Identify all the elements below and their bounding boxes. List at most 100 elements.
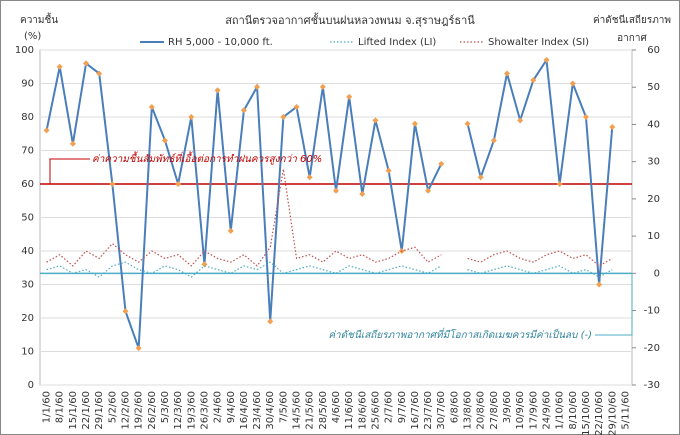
annotation: ค่าความชื้นสัมพัทธ์ที่เอื้อต่อการทำฝนควร… [92, 151, 322, 165]
y-tick-label: 30 [21, 280, 34, 291]
marker [214, 87, 221, 94]
marker [517, 117, 524, 124]
marker [83, 60, 90, 67]
x-tick-label: 26/2/60 [147, 391, 158, 430]
marker [359, 191, 366, 198]
y-tick-label: 90 [21, 79, 34, 90]
marker [96, 70, 103, 77]
marker [56, 63, 63, 70]
marker [464, 120, 471, 127]
marker [267, 318, 274, 325]
marker [543, 57, 550, 64]
x-tick-label: 16/7/60 [410, 391, 421, 430]
x-tick-label: 22/10/60 [594, 391, 605, 435]
y-tick-label: 20 [21, 313, 34, 324]
annotation: ค่าดัชนีเสถียรภาพอากาศที่มีโอกาสเกิดเมฆค… [328, 327, 592, 341]
marker [411, 120, 418, 127]
y-tick-label: 60 [21, 179, 34, 190]
x-tick-label: 8/1/60 [55, 391, 66, 423]
x-tick-label: 21/5/60 [305, 391, 316, 430]
x-tick-label: 15/1/60 [68, 391, 79, 430]
x-tick-label: 5/2/60 [107, 391, 118, 423]
y2-tick-label: -30 [644, 380, 660, 391]
annotation-arrow [49, 158, 90, 184]
y-tick-label: 10 [21, 347, 34, 358]
x-tick-label: 4/6/60 [331, 391, 342, 423]
marker [346, 93, 353, 100]
chart-title: สถานีตรวจอากาศชั้นบนฝนหลวงพนม จ.สุราษฎร์… [225, 12, 475, 27]
marker [109, 181, 116, 187]
y2-tick-label: 50 [647, 82, 660, 93]
marker [385, 167, 392, 174]
marker [293, 103, 300, 110]
marker [596, 281, 603, 288]
marker [306, 174, 313, 181]
y-axis-title: ความชื้น [20, 12, 58, 26]
marker [43, 127, 50, 134]
x-tick-label: 10/9/60 [515, 391, 526, 430]
marker [319, 83, 326, 90]
y2-tick-label: 40 [647, 119, 660, 130]
x-tick-label: 23/4/60 [252, 391, 263, 430]
y-tick-label: 80 [21, 112, 34, 123]
y2-tick-label: 30 [647, 157, 660, 168]
marker [227, 227, 234, 234]
x-tick-label: 12/2/60 [121, 391, 132, 430]
x-tick-label: 30/4/60 [265, 391, 276, 430]
series-line [46, 261, 442, 278]
x-tick-label: 9/4/60 [226, 391, 237, 423]
x-tick-label: 1/1/60 [42, 391, 53, 423]
x-tick-label: 29/10/60 [607, 391, 618, 435]
x-tick-label: 12/3/60 [173, 391, 184, 430]
x-tick-label: 20/8/60 [476, 391, 487, 430]
x-tick-label: 9/7/60 [397, 391, 408, 423]
marker [582, 114, 589, 120]
x-tick-label: 28/5/60 [318, 391, 329, 430]
y2-tick-label: -10 [644, 306, 660, 317]
x-tick-label: 22/1/60 [81, 391, 92, 430]
x-tick-label: 25/6/60 [370, 391, 381, 430]
marker [333, 187, 339, 194]
marker [69, 140, 76, 147]
marker [122, 308, 129, 315]
y2-tick-label: 20 [647, 194, 660, 205]
x-tick-label: 13/8/60 [463, 391, 474, 430]
marker [175, 181, 182, 187]
marker [569, 80, 576, 87]
legend-label: Showalter Index (SI) [488, 37, 589, 48]
series-line [466, 57, 614, 285]
y-tick-label: 70 [21, 146, 34, 157]
x-tick-label: 24/9/60 [541, 391, 552, 430]
x-tick-label: 7/5/60 [278, 391, 289, 423]
y-tick-label: 40 [21, 246, 34, 257]
y-axis-title: (%) [24, 31, 41, 42]
x-tick-label: 14/5/60 [292, 391, 303, 430]
marker [135, 345, 142, 352]
x-tick-label: 15/10/60 [581, 391, 592, 435]
x-tick-label: 6/8/60 [449, 391, 460, 423]
x-tick-label: 3/9/60 [502, 391, 513, 423]
y2-tick-label: 60 [647, 45, 660, 56]
x-tick-label: 29/1/60 [94, 391, 105, 430]
x-tick-label: 1/10/60 [555, 391, 566, 430]
marker [530, 77, 537, 84]
marker [609, 124, 616, 131]
y2-axis-title: อากาศ [617, 33, 647, 44]
x-tick-label: 2/4/60 [213, 391, 224, 423]
y-tick-label: 0 [28, 380, 34, 391]
x-tick-label: 27/8/60 [489, 391, 500, 430]
marker [280, 114, 287, 120]
annotation-arrow [595, 273, 633, 336]
x-tick-label: 18/6/60 [357, 391, 368, 430]
legend-label: Lifted Index (LI) [358, 37, 436, 48]
x-tick-label: 23/7/60 [423, 391, 434, 430]
x-tick-label: 8/10/60 [568, 391, 579, 430]
marker [438, 160, 445, 167]
x-tick-label: 5/11/60 [620, 391, 631, 430]
marker [372, 117, 379, 124]
marker [148, 103, 155, 110]
y2-tick-label: 0 [654, 268, 660, 279]
y2-tick-label: -20 [644, 343, 660, 354]
marker [161, 137, 168, 144]
